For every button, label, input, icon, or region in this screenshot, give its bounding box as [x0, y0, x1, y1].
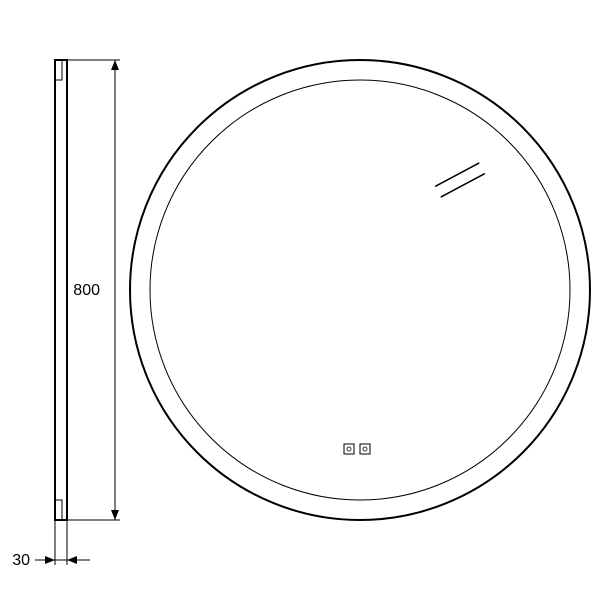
- dimension-height: 800: [67, 60, 120, 520]
- button-1: [344, 444, 354, 454]
- button-2: [360, 444, 370, 454]
- dimension-height-value: 800: [73, 282, 100, 299]
- reflection-marks: [435, 163, 485, 197]
- dimension-depth: 30: [12, 520, 90, 569]
- mirror-inner-ring: [150, 80, 570, 500]
- dimension-depth-value: 30: [12, 552, 30, 569]
- control-buttons: [344, 444, 370, 454]
- side-view: [55, 60, 67, 520]
- dimensional-drawing: 800 30: [0, 0, 600, 600]
- front-view: [130, 60, 590, 520]
